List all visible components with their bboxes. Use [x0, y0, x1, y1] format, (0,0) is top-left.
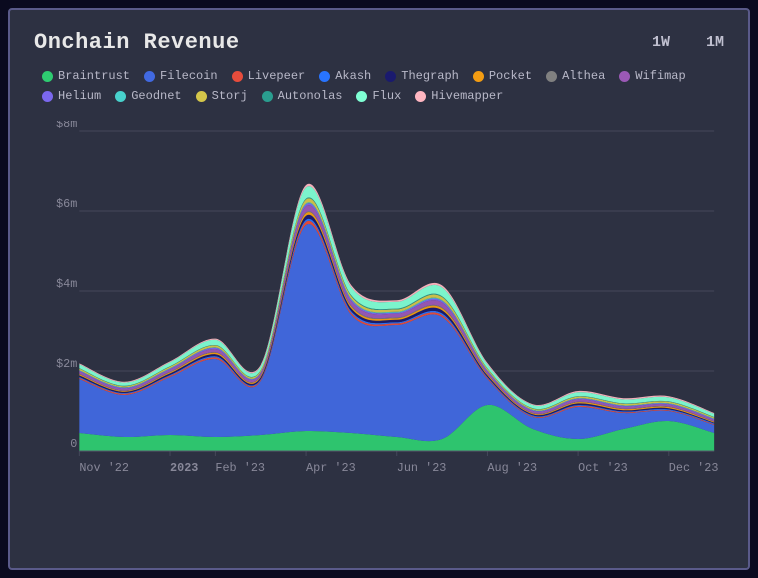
- y-tick-label: $2m: [56, 357, 77, 371]
- timerange-1m[interactable]: 1M: [706, 34, 724, 51]
- legend-dot-icon: [473, 71, 484, 82]
- legend-dot-icon: [356, 91, 367, 102]
- legend-item-althea[interactable]: Althea: [546, 69, 605, 83]
- y-tick-label: 0: [70, 437, 77, 451]
- legend: Braintrust Filecoin Livepeer Akash Thegraph P…: [34, 69, 724, 103]
- legend-dot-icon: [144, 71, 155, 82]
- legend-item-geodnet[interactable]: Geodnet: [115, 89, 181, 103]
- legend-label: Livepeer: [248, 69, 306, 83]
- x-tick-label: Nov '22: [79, 461, 129, 475]
- legend-item-flux[interactable]: Flux: [356, 89, 401, 103]
- legend-dot-icon: [415, 91, 426, 102]
- chart-panel: Onchain Revenue 1W 1M Braintrust Filecoin…: [8, 8, 750, 570]
- timerange-selector: 1W 1M: [652, 34, 724, 51]
- legend-item-storj[interactable]: Storj: [196, 89, 248, 103]
- legend-dot-icon: [262, 91, 273, 102]
- legend-item-thegraph[interactable]: Thegraph: [385, 69, 459, 83]
- chart-area: 0 $2m $4m $6m $8m Nov '22 2023 Feb '23 Apr '23 Ju…: [34, 121, 724, 501]
- legend-dot-icon: [196, 91, 207, 102]
- x-tick-label: Aug '23: [487, 461, 537, 475]
- legend-label: Storj: [212, 89, 248, 103]
- legend-item-pocket[interactable]: Pocket: [473, 69, 532, 83]
- x-tick-label: Oct '23: [578, 461, 628, 475]
- legend-item-akash[interactable]: Akash: [319, 69, 371, 83]
- legend-label: Hivemapper: [431, 89, 503, 103]
- legend-item-helium[interactable]: Helium: [42, 89, 101, 103]
- legend-label: Braintrust: [58, 69, 130, 83]
- legend-dot-icon: [385, 71, 396, 82]
- header: Onchain Revenue 1W 1M: [34, 30, 724, 55]
- legend-dot-icon: [546, 71, 557, 82]
- y-tick-label: $4m: [56, 277, 77, 291]
- legend-label: Flux: [372, 89, 401, 103]
- legend-dot-icon: [42, 91, 53, 102]
- legend-dot-icon: [232, 71, 243, 82]
- legend-dot-icon: [42, 71, 53, 82]
- legend-label: Althea: [562, 69, 605, 83]
- y-tick-label: $8m: [56, 121, 77, 131]
- legend-label: Helium: [58, 89, 101, 103]
- chart-svg: 0 $2m $4m $6m $8m Nov '22 2023 Feb '23 Apr '23 Ju…: [34, 121, 724, 501]
- timerange-1w[interactable]: 1W: [652, 34, 670, 51]
- y-tick-label: $6m: [56, 197, 77, 211]
- legend-item-autonolas[interactable]: Autonolas: [262, 89, 343, 103]
- legend-label: Pocket: [489, 69, 532, 83]
- legend-dot-icon: [619, 71, 630, 82]
- chart-title: Onchain Revenue: [34, 30, 240, 55]
- legend-label: Wifimap: [635, 69, 685, 83]
- x-tick-label: Jun '23: [397, 461, 447, 475]
- legend-item-braintrust[interactable]: Braintrust: [42, 69, 130, 83]
- legend-dot-icon: [115, 91, 126, 102]
- legend-item-hivemapper[interactable]: Hivemapper: [415, 89, 503, 103]
- legend-label: Geodnet: [131, 89, 181, 103]
- x-tick-label: 2023: [170, 461, 198, 475]
- legend-label: Autonolas: [278, 89, 343, 103]
- legend-item-livepeer[interactable]: Livepeer: [232, 69, 306, 83]
- legend-label: Thegraph: [401, 69, 459, 83]
- x-tick-label: Dec '23: [669, 461, 719, 475]
- legend-label: Akash: [335, 69, 371, 83]
- legend-item-filecoin[interactable]: Filecoin: [144, 69, 218, 83]
- legend-label: Filecoin: [160, 69, 218, 83]
- x-tick-label: Apr '23: [306, 461, 356, 475]
- x-tick-label: Feb '23: [215, 461, 265, 475]
- legend-dot-icon: [319, 71, 330, 82]
- legend-item-wifimap[interactable]: Wifimap: [619, 69, 685, 83]
